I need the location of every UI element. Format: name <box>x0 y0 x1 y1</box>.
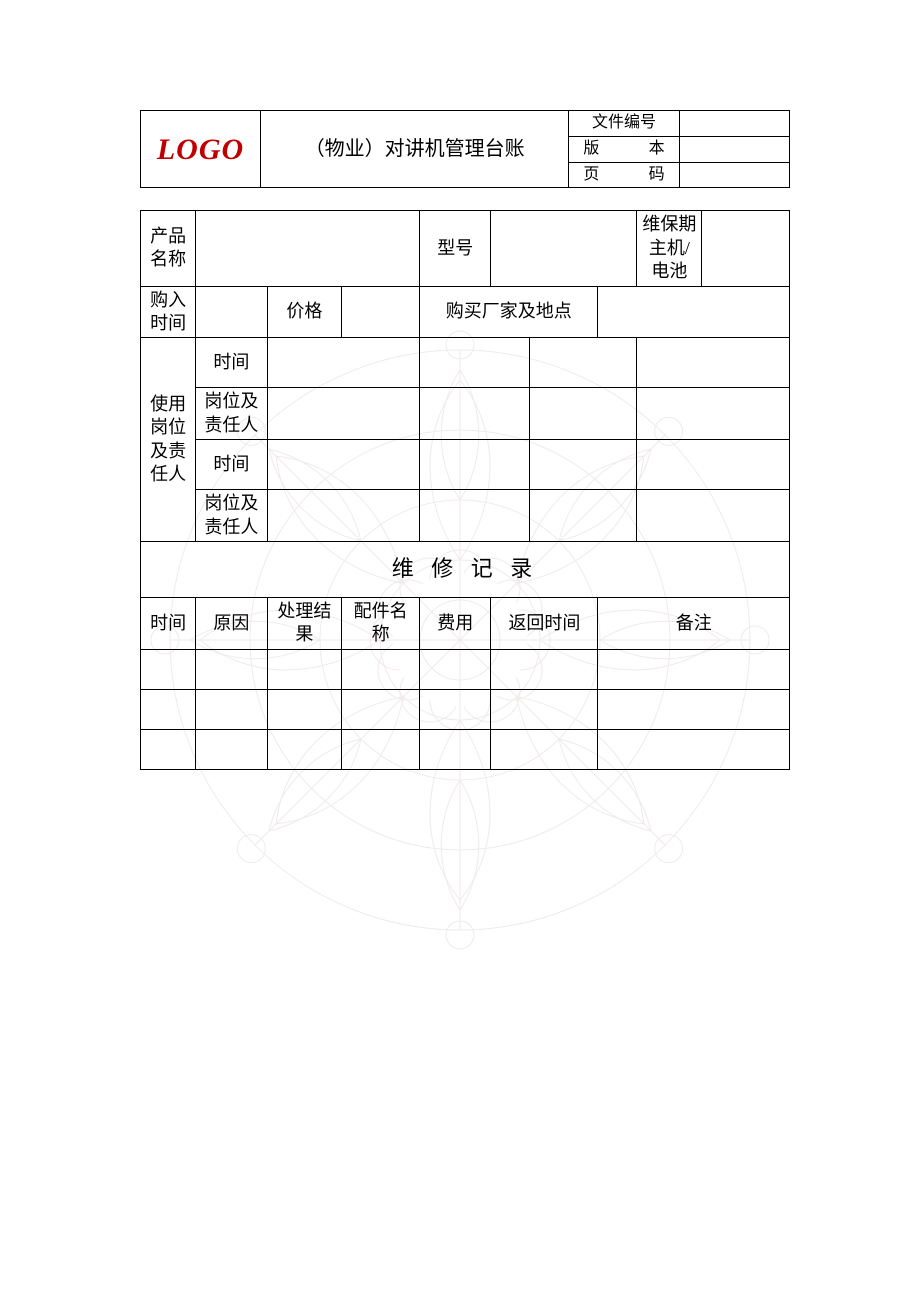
usage-cell <box>267 490 420 542</box>
usage-cell <box>530 388 637 440</box>
maintenance-section-header: 维 修 记 录 <box>141 541 790 597</box>
usage-cell <box>420 440 530 490</box>
usage-section-label: 使用岗位及责任人 <box>141 338 196 542</box>
usage-cell <box>637 388 790 440</box>
maint-col-remark: 备注 <box>598 597 790 649</box>
maint-col-reason: 原因 <box>196 597 267 649</box>
maintenance-row <box>141 689 790 729</box>
maintenance-row <box>141 729 790 769</box>
maint-col-cost: 费用 <box>420 597 491 649</box>
maintenance-row <box>141 649 790 689</box>
usage-cell <box>420 490 530 542</box>
vendor-label: 购买厂家及地点 <box>420 286 598 338</box>
usage-cell <box>420 388 530 440</box>
usage-cell <box>530 490 637 542</box>
doc-no-value <box>679 111 789 137</box>
product-name-value <box>196 211 420 286</box>
model-label: 型号 <box>420 211 491 286</box>
main-form-table: 产品名称 型号 维保期主机/电池 购入时间 价格 购买厂家及地点 使用岗位及责任… <box>140 210 790 769</box>
page-no-value <box>679 162 789 188</box>
usage-cell <box>637 440 790 490</box>
doc-no-label: 文件编号 <box>569 111 679 137</box>
maint-col-result: 处理结果 <box>267 597 342 649</box>
version-value <box>679 136 789 162</box>
vendor-value <box>598 286 790 338</box>
usage-time-label-1: 时间 <box>196 338 267 388</box>
usage-post-label-1: 岗位及责任人 <box>196 388 267 440</box>
usage-time-label-2: 时间 <box>196 440 267 490</box>
header-table: LOGO （物业）对讲机管理台账 文件编号 版 本 页 码 <box>140 110 790 188</box>
document-title: （物业）对讲机管理台账 <box>261 111 569 188</box>
purchase-time-label: 购入时间 <box>141 286 196 338</box>
purchase-time-value <box>196 286 267 338</box>
usage-cell <box>637 490 790 542</box>
version-label: 版 本 <box>569 136 679 162</box>
usage-cell <box>530 440 637 490</box>
maint-col-return: 返回时间 <box>491 597 598 649</box>
price-value <box>342 286 420 338</box>
usage-cell <box>267 338 420 388</box>
page-no-label: 页 码 <box>569 162 679 188</box>
warranty-label: 维保期主机/电池 <box>637 211 702 286</box>
page: LOGO （物业）对讲机管理台账 文件编号 版 本 页 码 产品名称 型号 维保… <box>0 0 920 770</box>
usage-cell <box>267 388 420 440</box>
model-value <box>491 211 637 286</box>
maint-col-part: 配件名称 <box>342 597 420 649</box>
usage-post-label-2: 岗位及责任人 <box>196 490 267 542</box>
maint-col-time: 时间 <box>141 597 196 649</box>
usage-cell <box>420 338 530 388</box>
usage-cell <box>530 338 637 388</box>
usage-cell <box>267 440 420 490</box>
price-label: 价格 <box>267 286 342 338</box>
warranty-value <box>702 211 790 286</box>
logo-cell: LOGO <box>141 111 261 188</box>
usage-cell <box>637 338 790 388</box>
product-name-label: 产品名称 <box>141 211 196 286</box>
